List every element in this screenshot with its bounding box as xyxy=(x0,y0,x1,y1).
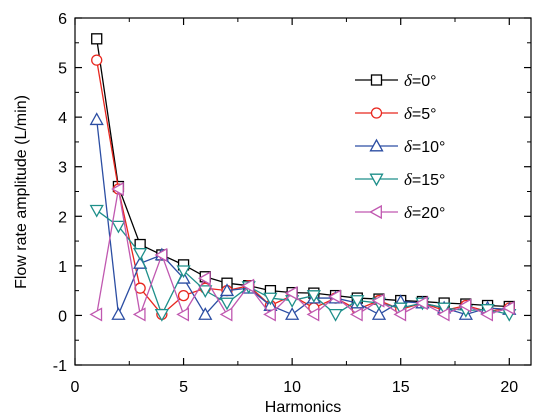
data-point xyxy=(480,307,494,322)
series-line-2 xyxy=(96,119,510,317)
data-point xyxy=(436,307,450,322)
legend: δ=0°δ=5°δ=10°δ=15°δ=20° xyxy=(355,71,445,222)
legend-entry-2: δ=10° xyxy=(355,137,445,156)
data-point xyxy=(393,302,408,316)
x-tick-label: 10 xyxy=(283,379,301,396)
y-tick-label: 4 xyxy=(58,110,67,127)
y-tick-label: 1 xyxy=(58,259,67,276)
x-axis-title: Harmonics xyxy=(265,399,341,416)
data-point xyxy=(219,283,235,297)
x-tick-label: 20 xyxy=(500,379,518,396)
x-tick-label: 5 xyxy=(179,379,188,396)
legend-value: =20° xyxy=(412,205,446,222)
data-point xyxy=(328,289,342,304)
legend-symbol: δ xyxy=(404,104,413,123)
legend-marker xyxy=(369,138,384,152)
y-tick-label: 5 xyxy=(58,61,67,78)
data-point xyxy=(89,204,104,218)
data-point xyxy=(501,300,515,316)
series-0 xyxy=(91,33,515,313)
data-point xyxy=(132,307,146,322)
y-tick-label: 3 xyxy=(58,160,67,177)
legend-marker xyxy=(369,173,384,187)
data-point xyxy=(263,292,278,306)
data-point xyxy=(285,307,300,320)
y-tick-label: -1 xyxy=(53,358,67,375)
data-point xyxy=(393,307,407,322)
legend-entry-0: δ=0° xyxy=(355,71,437,90)
legend-marker xyxy=(369,204,382,220)
data-point xyxy=(349,307,363,322)
legend-symbol: δ xyxy=(404,170,413,189)
data-point xyxy=(415,295,428,311)
data-point xyxy=(306,290,321,303)
series-4 xyxy=(89,181,515,322)
data-point xyxy=(111,307,126,320)
legend-label: δ=20° xyxy=(404,203,445,222)
legend-value: =15° xyxy=(412,172,446,189)
legend-value: =10° xyxy=(412,139,446,156)
data-point xyxy=(371,307,387,320)
data-point xyxy=(241,278,255,293)
data-point xyxy=(437,302,452,316)
legend-label: δ=10° xyxy=(404,137,445,156)
data-point xyxy=(91,54,103,66)
data-point xyxy=(91,33,103,45)
x-tick-label: 15 xyxy=(392,379,410,396)
series-line-0 xyxy=(96,38,510,308)
legend-marker xyxy=(370,107,383,119)
legend-symbol: δ xyxy=(404,71,413,90)
data-point xyxy=(219,297,235,311)
legend-value: =0° xyxy=(412,73,437,90)
data-point xyxy=(198,285,213,298)
data-point xyxy=(154,308,169,322)
y-axis-title: Flow rate amplitude (L/min) xyxy=(13,95,30,289)
series-layer xyxy=(89,33,517,322)
data-point xyxy=(328,308,343,322)
x-tick-label: 0 xyxy=(71,379,80,396)
data-point xyxy=(284,286,298,301)
data-point xyxy=(198,307,213,320)
legend-marker xyxy=(370,74,383,86)
y-tick-label: 0 xyxy=(58,308,67,325)
legend-entry-4: δ=20° xyxy=(355,203,445,222)
data-point xyxy=(154,247,168,263)
data-point xyxy=(350,295,365,308)
legend-label: δ=0° xyxy=(404,71,437,90)
data-point xyxy=(89,112,104,126)
legend-symbol: δ xyxy=(404,203,413,222)
y-tick-label: 2 xyxy=(58,209,67,226)
data-point xyxy=(176,307,190,322)
data-point xyxy=(133,248,148,261)
data-point xyxy=(111,181,124,197)
data-point xyxy=(458,298,472,313)
series-line-1 xyxy=(96,60,510,316)
data-point xyxy=(306,307,320,322)
data-point xyxy=(219,307,233,322)
legend-value: =5° xyxy=(412,106,437,123)
legend-symbol: δ xyxy=(404,137,413,156)
series-2 xyxy=(89,112,517,320)
legend-label: δ=5° xyxy=(404,104,437,123)
series-1 xyxy=(91,54,515,321)
data-point xyxy=(177,289,190,302)
data-point xyxy=(176,265,191,279)
data-point xyxy=(197,271,211,286)
legend-label: δ=15° xyxy=(404,170,445,189)
data-point xyxy=(263,307,276,322)
data-point xyxy=(111,220,126,234)
legend-entry-1: δ=5° xyxy=(355,104,437,123)
y-tick-label: 6 xyxy=(58,11,67,28)
data-point xyxy=(89,307,103,322)
data-point xyxy=(371,293,385,308)
legend-entry-3: δ=15° xyxy=(355,170,445,189)
axis-ticks xyxy=(74,17,531,366)
